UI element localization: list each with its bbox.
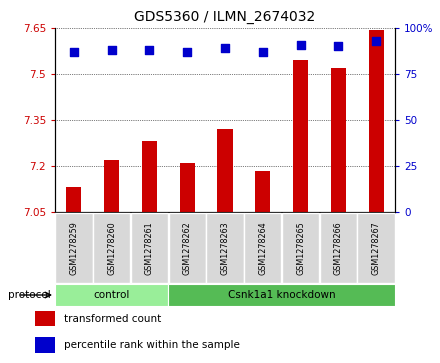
Bar [293, 60, 308, 212]
Point [373, 38, 380, 44]
Bar [331, 68, 346, 212]
Point [221, 45, 228, 51]
Bar [255, 171, 270, 212]
Title: GDS5360 / ILMN_2674032: GDS5360 / ILMN_2674032 [134, 10, 315, 24]
Bar [169, 285, 395, 306]
Text: GSM1278261: GSM1278261 [145, 221, 154, 275]
Point [297, 42, 304, 48]
Bar [244, 213, 282, 283]
Bar [104, 160, 119, 212]
Bar [66, 187, 81, 212]
Bar [282, 213, 319, 283]
Point [70, 49, 77, 55]
Text: GSM1278259: GSM1278259 [70, 221, 78, 275]
Point [259, 49, 266, 55]
Bar [369, 29, 384, 212]
Bar [35, 311, 55, 326]
Text: transformed count: transformed count [64, 314, 161, 324]
Text: percentile rank within the sample: percentile rank within the sample [64, 340, 240, 350]
Bar [180, 163, 195, 212]
Bar [131, 213, 168, 283]
Bar [142, 142, 157, 212]
Bar [55, 285, 169, 306]
Text: Csnk1a1 knockdown: Csnk1a1 knockdown [228, 290, 335, 300]
Bar [35, 337, 55, 353]
Bar [206, 213, 244, 283]
Text: GSM1278265: GSM1278265 [296, 221, 305, 275]
Bar [93, 213, 130, 283]
Bar [217, 129, 233, 212]
Text: protocol: protocol [8, 290, 51, 300]
Text: GSM1278262: GSM1278262 [183, 221, 192, 275]
Point [184, 49, 191, 55]
Bar [319, 213, 357, 283]
Bar [55, 213, 92, 283]
Text: GSM1278267: GSM1278267 [372, 221, 381, 275]
Text: GSM1278264: GSM1278264 [258, 221, 267, 275]
Text: control: control [93, 290, 130, 300]
Bar [357, 213, 395, 283]
Text: GSM1278263: GSM1278263 [220, 221, 230, 275]
Point [146, 47, 153, 53]
Text: GSM1278266: GSM1278266 [334, 221, 343, 275]
Point [335, 44, 342, 49]
Point [108, 47, 115, 53]
Bar [169, 213, 206, 283]
Text: GSM1278260: GSM1278260 [107, 221, 116, 275]
